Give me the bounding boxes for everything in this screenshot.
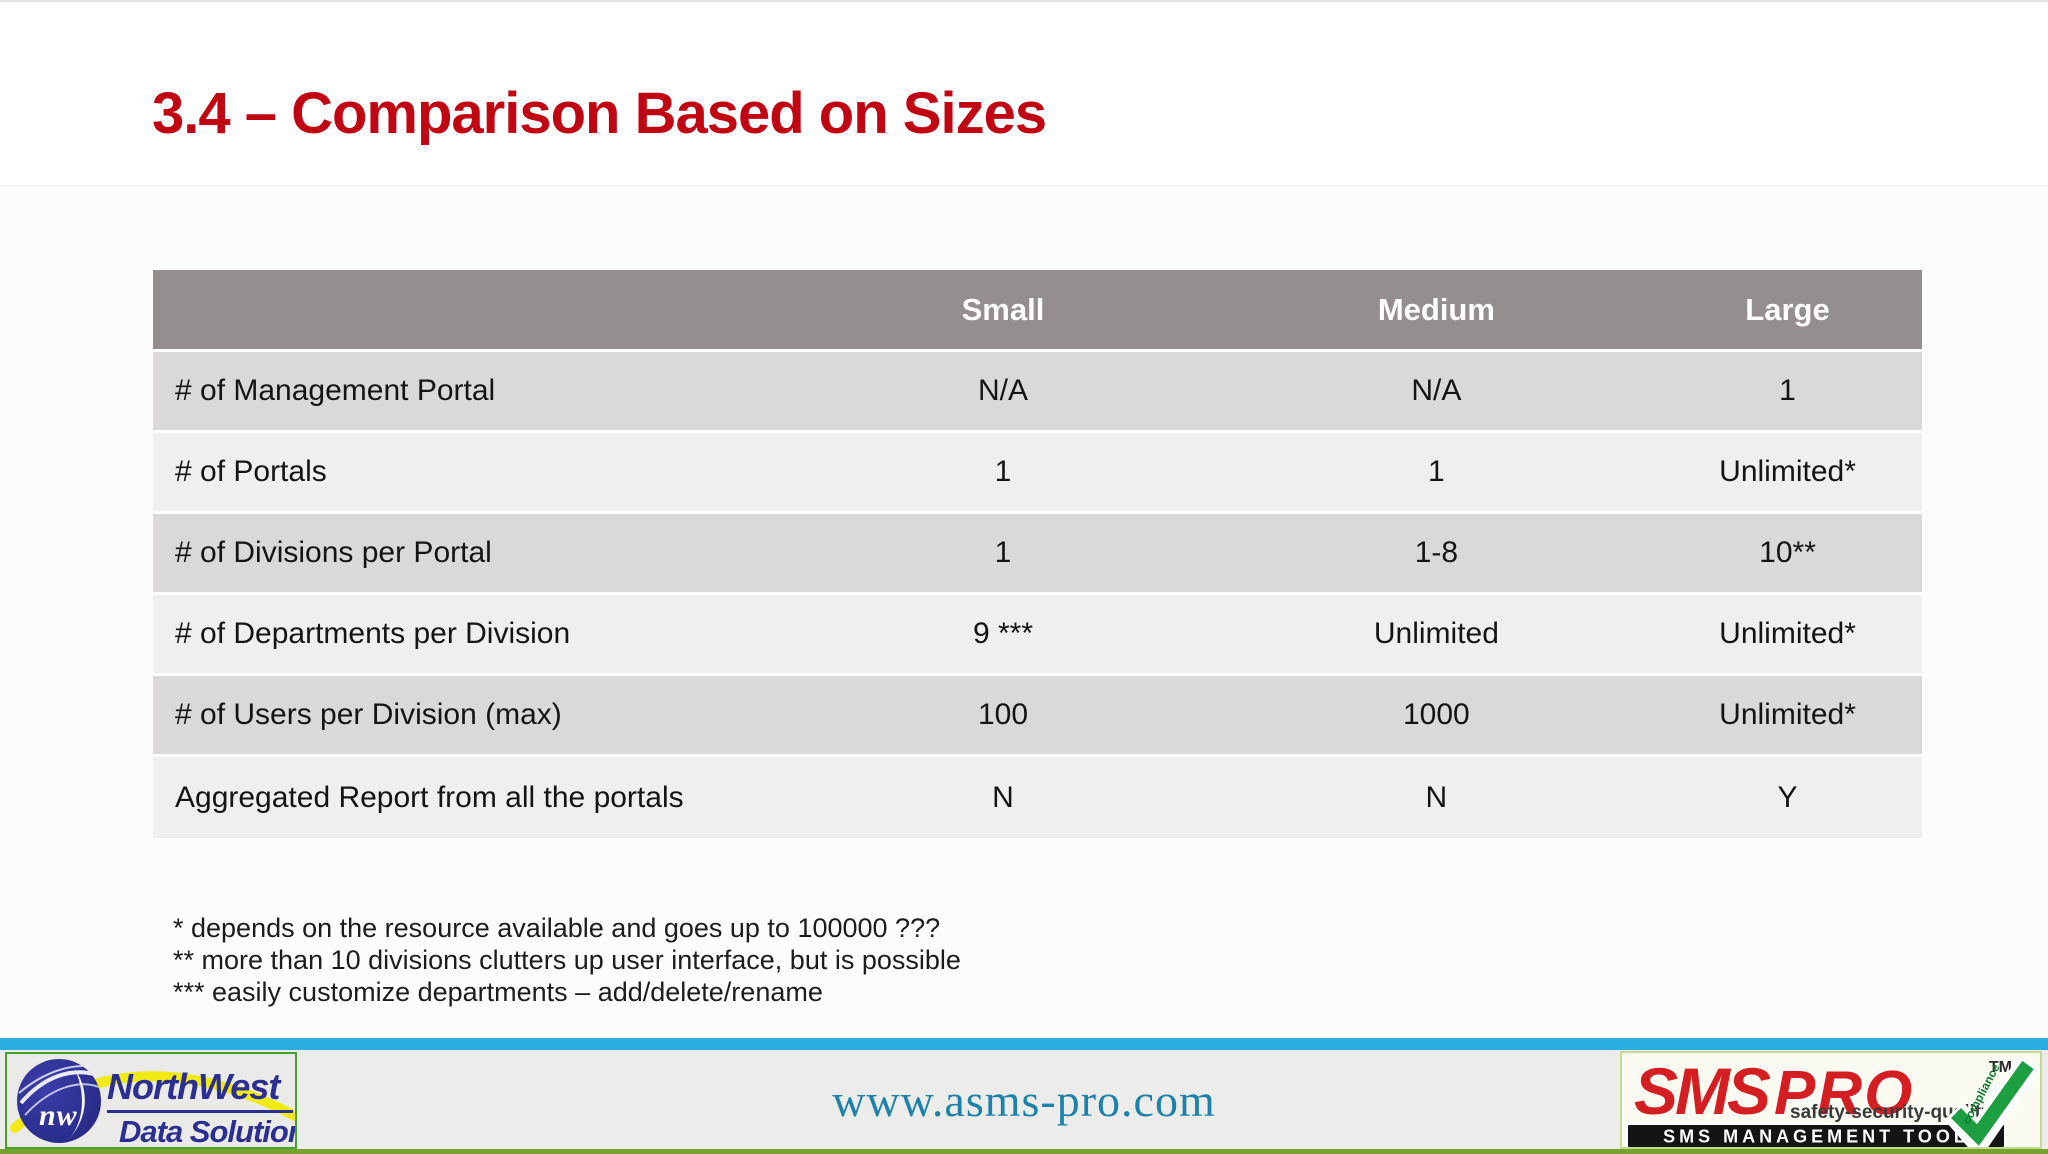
row-value-large: 10** bbox=[1759, 536, 1816, 569]
row-value-small: N/A bbox=[977, 374, 1028, 407]
smspro-wordmark: SMSPRO bbox=[1634, 1053, 1914, 1129]
row-value-small: 100 bbox=[977, 698, 1029, 731]
row-value-large: Unlimited* bbox=[1719, 698, 1856, 731]
row-label: Aggregated Report from all the portals bbox=[175, 780, 684, 814]
page-title: 3.4 – Comparison Based on Sizes bbox=[152, 81, 1047, 146]
smspro-logo: SMSPRO TM safety-security-quality SMS MA… bbox=[1620, 1051, 2042, 1149]
footnotes: * depends on the resource available and … bbox=[173, 912, 961, 1008]
row-value-small: 1 bbox=[994, 455, 1012, 488]
row-value-medium: 1 bbox=[1428, 455, 1445, 488]
row-value-large: Unlimited* bbox=[1719, 455, 1856, 488]
table-row: # of Portals 1 1 Unlimited* bbox=[153, 433, 1922, 514]
title-band: 3.4 – Comparison Based on Sizes bbox=[0, 2, 2048, 186]
northwest-logo: nw NorthWest Data Solutions bbox=[5, 1052, 297, 1149]
row-label: # of Management Portal bbox=[175, 374, 496, 407]
row-label: # of Divisions per Portal bbox=[175, 536, 492, 569]
table-row: Aggregated Report from all the portals N… bbox=[153, 757, 1922, 838]
footnote: ** more than 10 divisions clutters up us… bbox=[173, 945, 961, 975]
northwest-wordmark: NorthWest bbox=[107, 1066, 280, 1107]
row-value-small: 1 bbox=[994, 536, 1012, 569]
website-url: www.asms-pro.com bbox=[832, 1075, 1216, 1126]
row-label: # of Users per Division (max) bbox=[175, 698, 562, 731]
trademark-symbol: TM bbox=[1988, 1059, 2012, 1076]
row-value-medium: N/A bbox=[1411, 374, 1462, 407]
row-value-large: Y bbox=[1777, 780, 1798, 814]
row-value-medium: 1-8 bbox=[1414, 536, 1459, 569]
row-value-medium: N bbox=[1425, 780, 1448, 814]
table-row: # of Management Portal N/A N/A 1 bbox=[153, 352, 1922, 433]
pro-text: PRO bbox=[1773, 1058, 1915, 1129]
sms-management-tool-text: SMS MANAGEMENT TOOL bbox=[1663, 1124, 1969, 1146]
logo-divider-line bbox=[107, 1110, 293, 1113]
column-header-medium: Medium bbox=[1377, 291, 1495, 327]
row-value-small: N bbox=[992, 780, 1014, 814]
nw-monogram: nw bbox=[39, 1099, 78, 1132]
row-value-large: 1 bbox=[1779, 374, 1796, 407]
footnote: * depends on the resource available and … bbox=[173, 913, 941, 943]
sms-management-tool-bar: SMS MANAGEMENT TOOL bbox=[1626, 1123, 2006, 1147]
data-solutions-wordmark: Data Solutions bbox=[119, 1114, 295, 1149]
globe-icon: nw bbox=[17, 1059, 101, 1143]
column-header-large: Large bbox=[1745, 291, 1830, 327]
row-label: # of Portals bbox=[175, 455, 327, 488]
table-row: # of Departments per Division 9 *** Unli… bbox=[153, 595, 1922, 676]
row-value-medium: Unlimited bbox=[1373, 617, 1499, 650]
row-value-large: Unlimited* bbox=[1719, 617, 1856, 650]
smspro-tagline: safety-security-quality bbox=[1790, 1102, 1992, 1123]
footnote: *** easily customize departments – add/d… bbox=[173, 977, 823, 1007]
comparison-table: Small Medium Large # of Management Porta… bbox=[153, 270, 1922, 838]
table-row: # of Divisions per Portal 1 1-8 10** bbox=[153, 514, 1922, 595]
footer-top-divider bbox=[0, 1038, 2048, 1050]
table-row: # of Users per Division (max) 100 1000 U… bbox=[153, 676, 1922, 757]
compliance-checkmark-icon bbox=[1944, 1057, 2040, 1147]
table-header-row: Small Medium Large bbox=[153, 270, 1922, 352]
column-header-small: Small bbox=[961, 291, 1045, 327]
row-label: # of Departments per Division bbox=[175, 617, 571, 650]
row-value-medium: 1000 bbox=[1403, 698, 1470, 731]
row-value-small: 9 *** bbox=[972, 617, 1034, 650]
sms-text: SMS bbox=[1634, 1054, 1771, 1128]
